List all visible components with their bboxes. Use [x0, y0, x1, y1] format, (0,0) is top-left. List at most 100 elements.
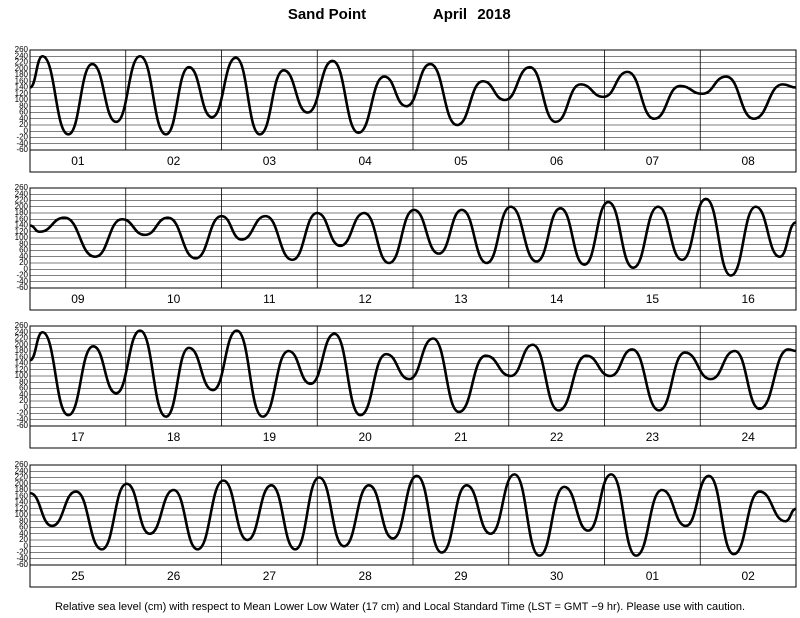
- y-tick-label: 80: [19, 101, 28, 110]
- day-label: 30: [550, 569, 564, 583]
- y-tick-label: 160: [15, 214, 29, 223]
- y-tick-label: 40: [19, 114, 28, 123]
- tide-line: [29, 473, 797, 557]
- y-tick-label: -60: [16, 283, 28, 292]
- y-tick-label: -40: [16, 415, 28, 424]
- y-tick-label: 260: [15, 460, 29, 469]
- y-tick-label: 60: [19, 523, 28, 532]
- day-label: 12: [358, 292, 372, 306]
- y-tick-label: 200: [15, 479, 29, 488]
- month-title: April: [433, 6, 467, 23]
- day-label: 02: [167, 154, 181, 168]
- y-tick-label: 220: [15, 196, 29, 205]
- y-tick-label: 80: [19, 239, 28, 248]
- panel-frame: [29, 325, 797, 449]
- tide-line: [29, 197, 797, 277]
- y-tick-label: -60: [16, 145, 28, 154]
- y-tick-label: 140: [15, 359, 29, 368]
- y-tick-label: 20: [19, 396, 28, 405]
- day-label: 19: [263, 430, 277, 444]
- day-label: 18: [167, 430, 181, 444]
- day-label: 16: [741, 292, 755, 306]
- y-tick-label: 240: [15, 466, 29, 475]
- day-label: 23: [646, 430, 660, 444]
- y-tick-label: 120: [15, 504, 29, 513]
- y-tick-label: 160: [15, 76, 29, 85]
- y-tick-label: 180: [15, 485, 29, 494]
- y-tick-label: 260: [15, 45, 29, 54]
- day-label: 01: [646, 569, 660, 583]
- y-tick-label: 0: [24, 264, 29, 273]
- y-tick-label: 0: [24, 126, 29, 135]
- y-tick-label: 100: [15, 371, 29, 380]
- y-tick-label: 20: [19, 120, 28, 129]
- day-label: 09: [71, 292, 85, 306]
- day-label: 29: [454, 569, 468, 583]
- y-tick-label: 160: [15, 491, 29, 500]
- y-tick-label: 80: [19, 377, 28, 386]
- y-tick-label: -40: [16, 139, 28, 148]
- panel-frame: [29, 49, 797, 173]
- y-tick-label: 140: [15, 498, 29, 507]
- day-label: 05: [454, 154, 468, 168]
- y-tick-label: 140: [15, 221, 29, 230]
- y-tick-label: 120: [15, 89, 29, 98]
- day-label: 08: [741, 154, 755, 168]
- day-label: 17: [71, 430, 85, 444]
- y-tick-label: -20: [16, 548, 28, 557]
- y-tick-label: 260: [15, 183, 29, 192]
- day-label: 22: [550, 430, 564, 444]
- day-label: 10: [167, 292, 181, 306]
- day-label: 26: [167, 569, 181, 583]
- day-label: 25: [71, 569, 85, 583]
- y-tick-label: -20: [16, 409, 28, 418]
- y-tick-label: -60: [16, 421, 28, 430]
- y-tick-label: 240: [15, 327, 29, 336]
- y-tick-label: 200: [15, 64, 29, 73]
- day-label: 21: [454, 430, 468, 444]
- y-tick-label: 120: [15, 227, 29, 236]
- y-tick-label: -20: [16, 133, 28, 142]
- y-tick-label: 100: [15, 233, 29, 242]
- y-tick-label: 20: [19, 535, 28, 544]
- y-tick-label: -40: [16, 554, 28, 563]
- y-tick-label: -20: [16, 271, 28, 280]
- panel-frame: [29, 187, 797, 311]
- day-label: 07: [646, 154, 660, 168]
- y-tick-label: 40: [19, 252, 28, 261]
- y-tick-label: 0: [24, 541, 29, 550]
- station-title: Sand Point: [288, 6, 366, 23]
- day-label: 28: [358, 569, 372, 583]
- y-tick-label: 180: [15, 70, 29, 79]
- y-tick-label: 220: [15, 334, 29, 343]
- y-tick-label: 40: [19, 529, 28, 538]
- y-tick-label: 140: [15, 83, 29, 92]
- y-tick-label: 180: [15, 208, 29, 217]
- footer-note: Relative sea level (cm) with respect to …: [55, 601, 745, 613]
- tide-line: [29, 54, 797, 136]
- day-label: 11: [263, 292, 276, 306]
- panel-frame: [29, 464, 797, 588]
- day-label: 15: [646, 292, 660, 306]
- y-tick-label: 180: [15, 346, 29, 355]
- y-tick-label: 200: [15, 340, 29, 349]
- day-label: 02: [741, 569, 755, 583]
- y-tick-label: 220: [15, 473, 29, 482]
- day-label: 20: [358, 430, 372, 444]
- year-title: 2018: [477, 6, 510, 23]
- y-tick-label: 160: [15, 352, 29, 361]
- day-label: 13: [454, 292, 468, 306]
- day-label: 06: [550, 154, 564, 168]
- y-tick-label: 60: [19, 384, 28, 393]
- day-label: 14: [550, 292, 564, 306]
- tide-line: [29, 329, 797, 418]
- y-tick-label: 40: [19, 390, 28, 399]
- y-tick-label: 100: [15, 95, 29, 104]
- y-tick-label: 20: [19, 258, 28, 267]
- day-label: 27: [263, 569, 277, 583]
- y-tick-label: 100: [15, 510, 29, 519]
- day-label: 24: [741, 430, 755, 444]
- y-tick-label: -40: [16, 277, 28, 286]
- y-tick-label: 220: [15, 58, 29, 67]
